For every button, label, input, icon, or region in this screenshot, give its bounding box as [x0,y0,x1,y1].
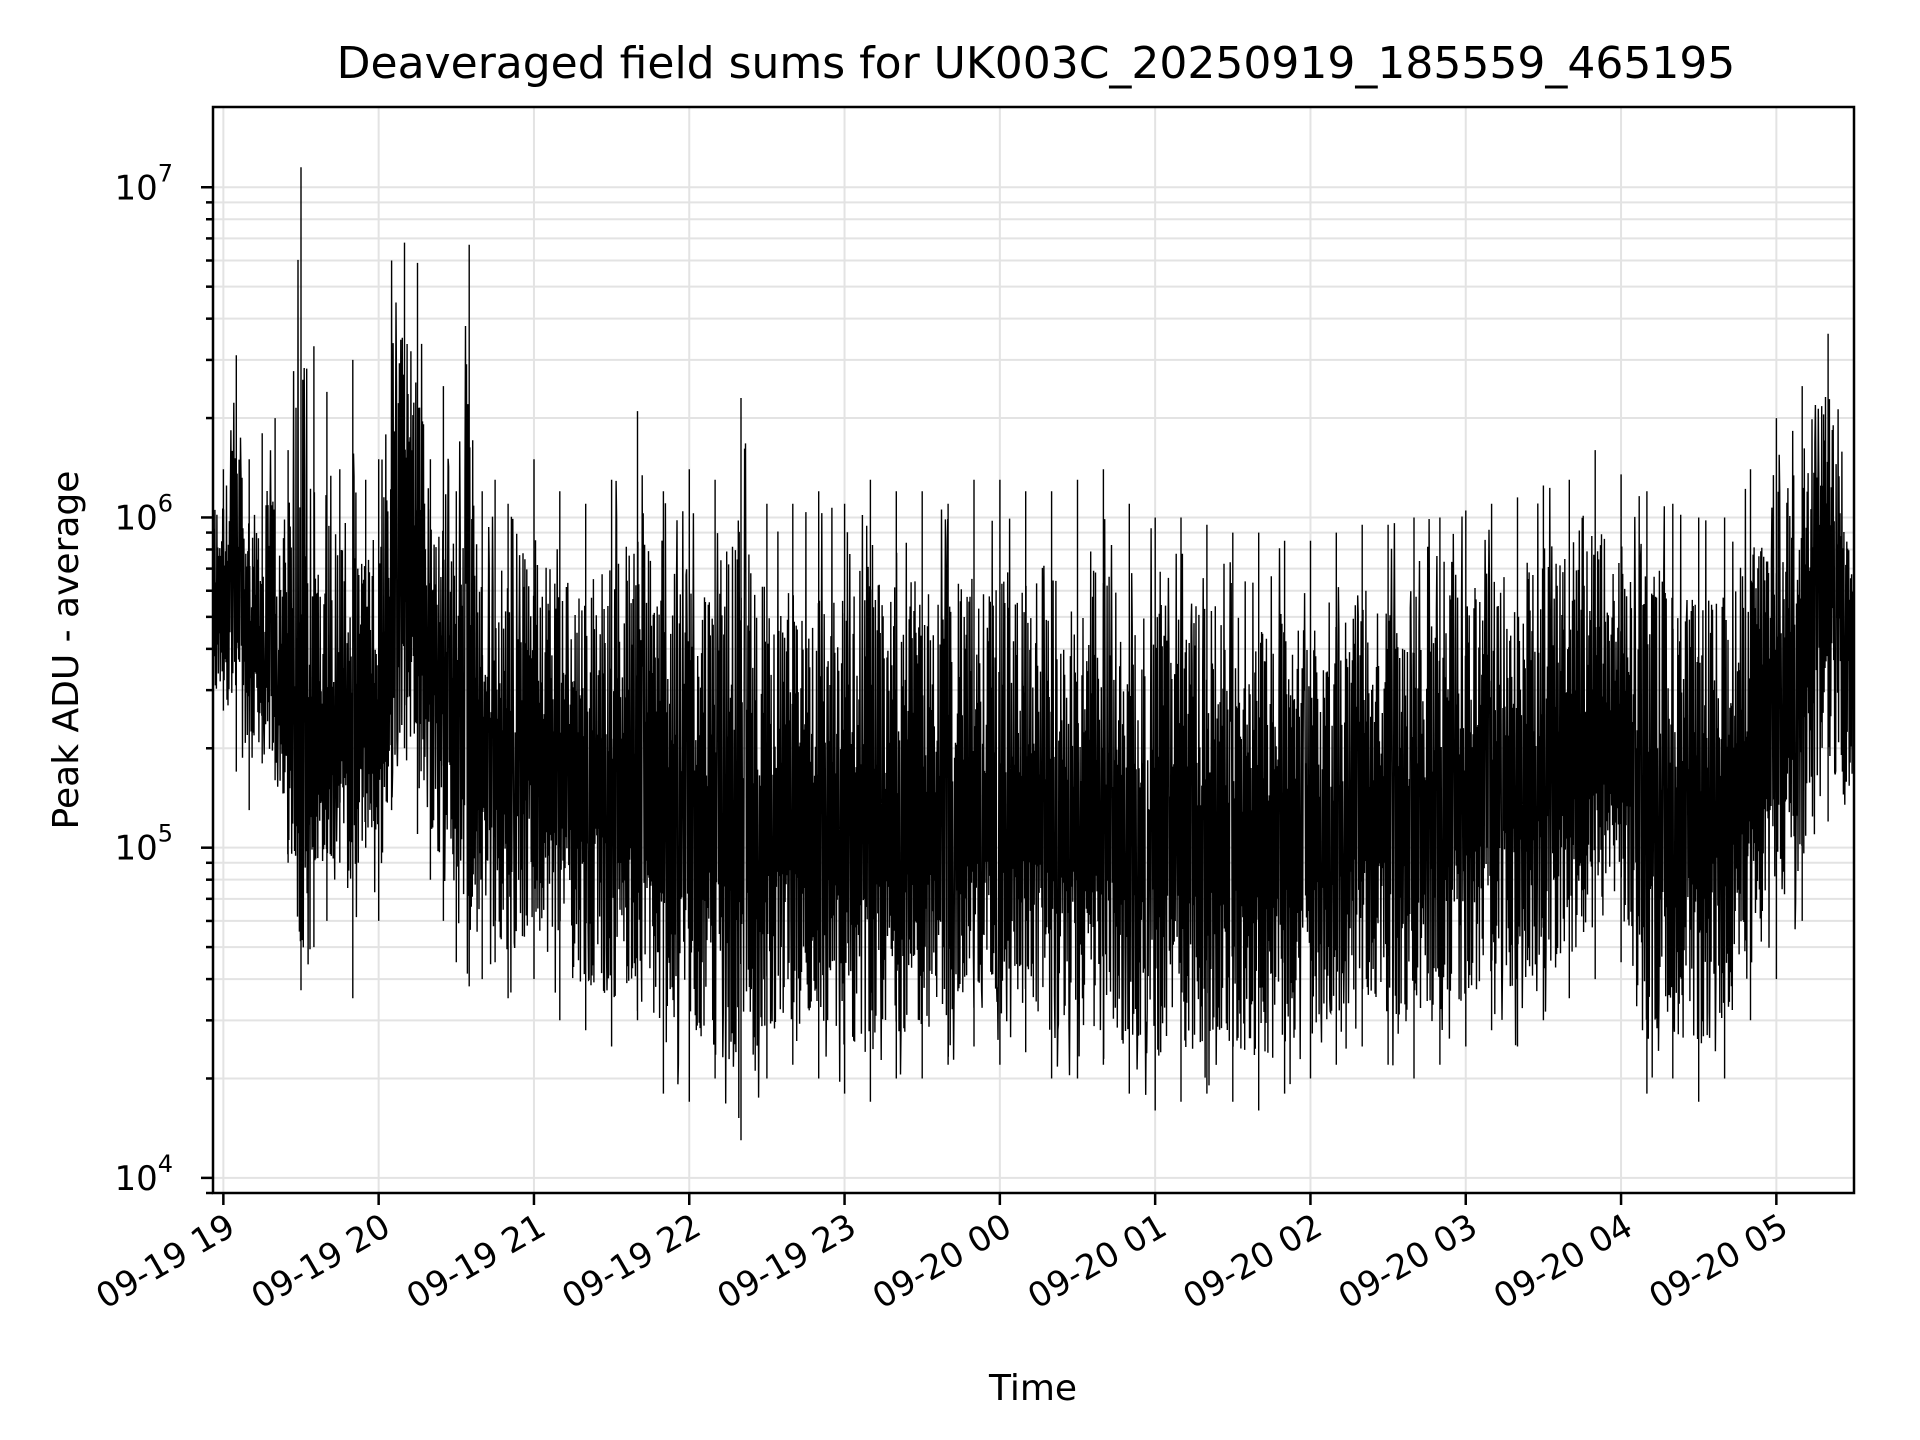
plot-area [213,167,1854,1141]
y-axis: 104 105 106 107 [114,159,213,1199]
chart-title: Deaveraged field sums for UK003C_2025091… [337,38,1736,89]
y-tick-label: 107 [114,159,173,208]
y-tick-label: 106 [114,489,173,538]
y-axis-label: Peak ADU - average [46,471,87,830]
y-tick-label: 105 [114,820,173,869]
series-line [213,167,1854,1141]
y-tick-label: 104 [114,1150,173,1199]
x-axis-label: Time [988,1368,1077,1409]
